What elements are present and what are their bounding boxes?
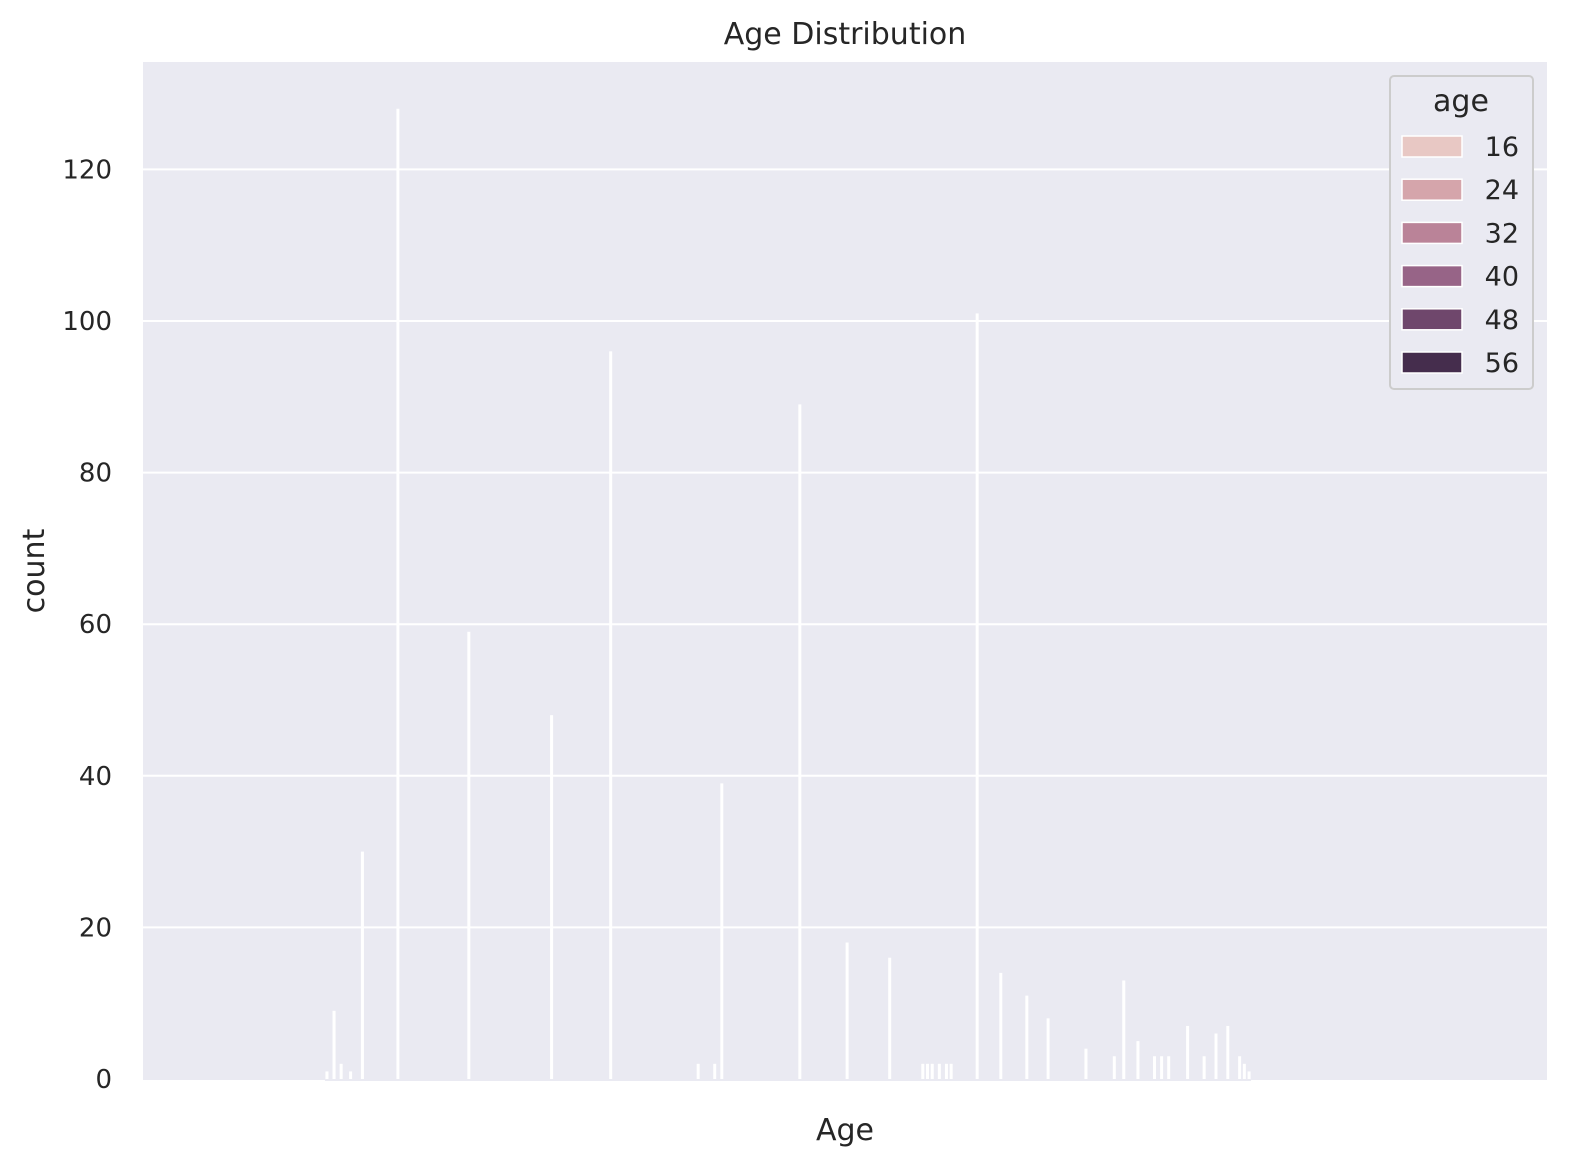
bar xyxy=(1247,1071,1251,1079)
bar xyxy=(1238,1056,1242,1079)
bar xyxy=(1202,1056,1206,1079)
bar xyxy=(1160,1056,1164,1079)
bar xyxy=(1084,1048,1088,1079)
bar xyxy=(609,351,613,1079)
legend-swatch xyxy=(1401,351,1463,374)
bar xyxy=(1167,1056,1171,1079)
bar xyxy=(1136,1041,1140,1079)
bar xyxy=(1122,980,1126,1079)
bar xyxy=(349,1071,353,1079)
y-tick-label: 20 xyxy=(79,913,112,943)
bar xyxy=(1025,995,1029,1079)
bar xyxy=(467,631,471,1079)
gridlines xyxy=(143,168,1547,929)
legend-swatch xyxy=(1401,264,1463,288)
bar xyxy=(1242,1063,1246,1079)
bars-baseline xyxy=(324,1070,1252,1081)
bar xyxy=(1153,1056,1157,1079)
y-axis-label: count xyxy=(17,528,52,613)
bar xyxy=(944,1063,948,1079)
bar xyxy=(332,1010,336,1079)
bar xyxy=(999,972,1003,1079)
x-axis-label: Age xyxy=(816,1113,874,1148)
bar xyxy=(550,715,554,1079)
bar xyxy=(713,1063,717,1079)
bar xyxy=(949,1063,953,1079)
y-tick-label: 40 xyxy=(79,762,112,792)
bar xyxy=(930,1063,934,1079)
bar xyxy=(720,783,724,1079)
plot-background xyxy=(143,62,1547,1080)
bar xyxy=(798,404,802,1079)
legend: age 16 24 32 40 48 56 xyxy=(1389,75,1534,390)
bar xyxy=(696,1063,700,1079)
legend-swatch xyxy=(1401,135,1463,158)
bar xyxy=(1186,1025,1190,1079)
bar xyxy=(396,108,400,1079)
legend-entries: 16 24 32 40 48 56 xyxy=(1401,132,1519,379)
y-tick-label: 0 xyxy=(95,1065,112,1095)
bar xyxy=(926,1063,930,1079)
legend-swatch xyxy=(1401,308,1463,331)
bar xyxy=(360,851,364,1079)
y-tick-label: 120 xyxy=(62,155,112,185)
legend-swatch xyxy=(1401,178,1463,201)
legend-title: age xyxy=(1433,84,1489,119)
bar xyxy=(937,1063,941,1079)
legend-label: 32 xyxy=(1485,218,1519,249)
bar xyxy=(1226,1025,1230,1079)
bar xyxy=(339,1063,343,1079)
bar xyxy=(1214,1033,1218,1079)
bar xyxy=(845,942,849,1079)
legend-label: 48 xyxy=(1485,305,1519,336)
legend-label: 56 xyxy=(1485,348,1519,379)
bar xyxy=(325,1071,329,1079)
bar xyxy=(888,957,892,1079)
bar xyxy=(1112,1056,1116,1079)
bar xyxy=(1046,1018,1050,1079)
y-ticks: 0 20 40 60 80 100 120 xyxy=(62,155,112,1095)
bar xyxy=(975,313,979,1079)
bar xyxy=(921,1063,925,1079)
legend-label: 16 xyxy=(1485,132,1519,163)
legend-label: 24 xyxy=(1485,175,1519,206)
y-tick-label: 100 xyxy=(62,307,112,337)
y-tick-label: 60 xyxy=(79,610,112,640)
chart-title: Age Distribution xyxy=(724,17,967,52)
y-tick-label: 80 xyxy=(79,459,112,489)
bars xyxy=(324,108,1252,1081)
legend-label: 40 xyxy=(1485,262,1519,293)
legend-swatch xyxy=(1401,221,1463,245)
